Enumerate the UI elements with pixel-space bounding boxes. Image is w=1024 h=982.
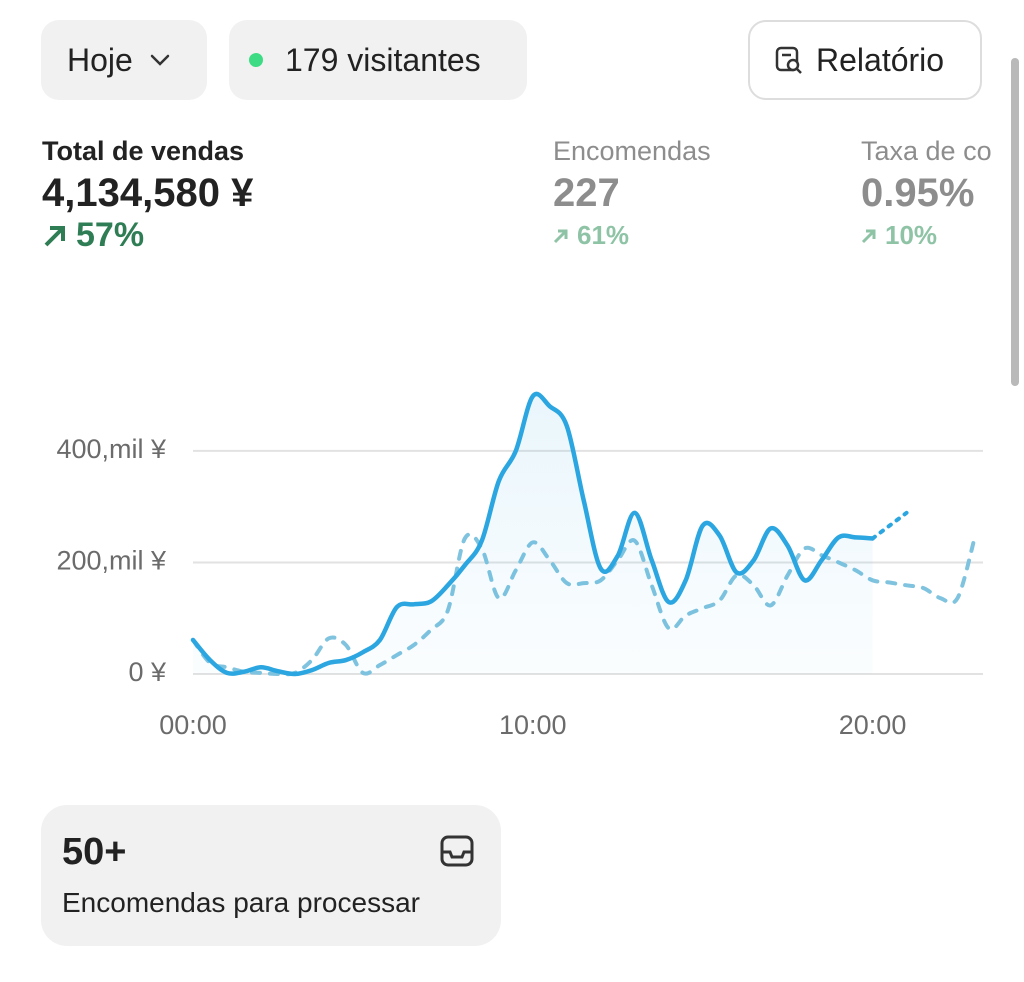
metric-change-value: 10% (885, 220, 938, 250)
scrollbar (1011, 58, 1019, 386)
line-series (190, 391, 875, 677)
x-tick-label: 10:00 (499, 710, 567, 740)
x-tick-label: 00:00 (159, 710, 227, 740)
period-select[interactable]: Hoje (41, 20, 207, 100)
metric[interactable]: Taxa de co 0.95% 10% (861, 136, 992, 251)
metric-label: Taxa de co (861, 136, 992, 166)
metric-change: 57% (42, 216, 253, 255)
y-tick-label: 0 ¥ (128, 657, 167, 687)
metric-value: 0.95% (861, 171, 975, 215)
metric-change-value: 57% (76, 216, 145, 254)
period-label: Hoje (67, 41, 133, 78)
metric-change: 61% (553, 220, 711, 251)
metric-label: Total de vendas (42, 136, 245, 166)
metric-value: 227 (553, 171, 620, 215)
metric-label: Encomendas (553, 136, 711, 166)
line-series (870, 510, 909, 541)
report-label: Relatório (816, 41, 945, 78)
x-tick-label: 20:00 (839, 710, 907, 740)
inbox-icon (440, 835, 474, 867)
sales-chart: 0 ¥ 200,mil ¥ 400,mil ¥ 00:00 10:00 20:00 (56, 391, 983, 740)
report-button[interactable]: Relatório (748, 20, 982, 100)
up-arrow (861, 229, 876, 243)
metric-value: 4,134,580 ¥ (42, 171, 254, 215)
card-label: Encomendas para processar (62, 887, 420, 918)
card-value: 50+ (62, 831, 127, 873)
visitors-pill[interactable]: 179 visitantes (229, 20, 527, 100)
metric[interactable]: Total de vendas 4,134,580 ¥ 57% (42, 136, 253, 255)
up-arrow (44, 225, 65, 246)
metric-change-value: 61% (577, 220, 630, 250)
report-icon (775, 46, 802, 74)
metric[interactable]: Encomendas 227 61% (553, 136, 711, 251)
metric-change: 10% (861, 220, 992, 251)
live-dot (249, 53, 263, 67)
up-arrow (553, 229, 568, 243)
visitors-label: 179 visitantes (285, 41, 481, 78)
area (193, 393, 873, 675)
chevron-icon (150, 54, 170, 66)
y-tick-label: 200,mil ¥ (56, 546, 167, 576)
y-tick-label: 400,mil ¥ (56, 434, 167, 464)
orders-card[interactable]: 50+ Encomendas para processar (41, 805, 501, 946)
